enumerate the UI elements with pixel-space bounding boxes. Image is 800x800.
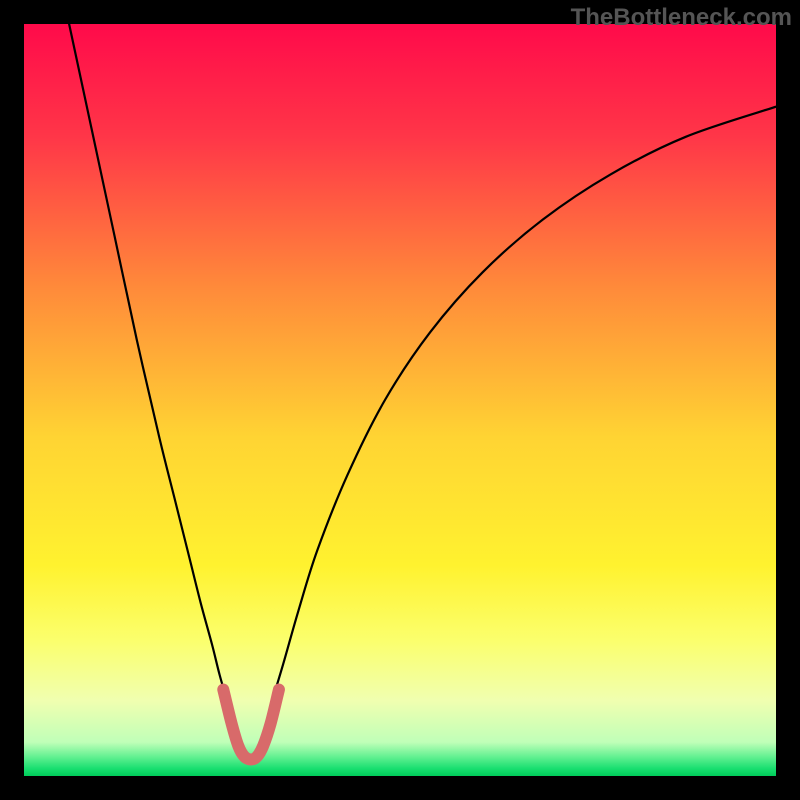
watermark-text: TheBottleneck.com	[571, 4, 792, 32]
plot-area	[24, 24, 776, 776]
gradient-background	[24, 24, 776, 776]
chart-svg	[24, 24, 776, 776]
